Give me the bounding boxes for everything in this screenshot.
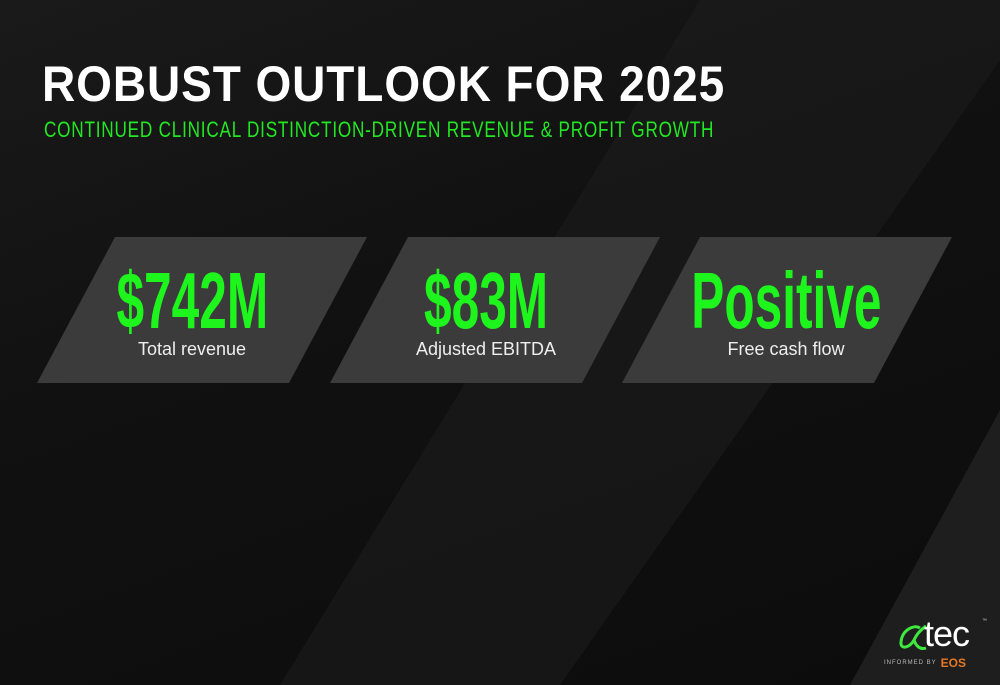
metric-value: $83M [423,256,549,345]
card-background [622,237,952,383]
logo-tagline-row: INFORMED BY EOS [884,656,966,670]
metric-label: Free cash flow [727,339,845,359]
page-subtitle: CONTINUED CLINICAL DISTINCTION-DRIVEN RE… [44,117,715,142]
metric-content: Positive Free cash flow [666,256,906,360]
metric-value: Positive [690,256,882,345]
metric-content: $83M Adjusted EBITDA [366,256,606,360]
atec-logo: tec ™ INFORMED BY EOS [884,613,987,674]
metric-label: Adjusted EBITDA [415,339,557,359]
card-background [330,237,660,383]
alpha-icon [899,624,927,650]
logo-tagline: INFORMED BY [884,660,937,666]
metric-content: $742M Total revenue [72,256,312,360]
page-title: ROBUST OUTLOOK FOR 2025 [42,56,726,112]
card-background [37,237,367,383]
eos-logo: EOS [940,656,967,670]
metric-value: $742M [116,256,268,345]
logo-wordmark: tec [924,613,970,654]
metric-label: Total revenue [137,339,247,359]
trademark: ™ [982,618,987,624]
